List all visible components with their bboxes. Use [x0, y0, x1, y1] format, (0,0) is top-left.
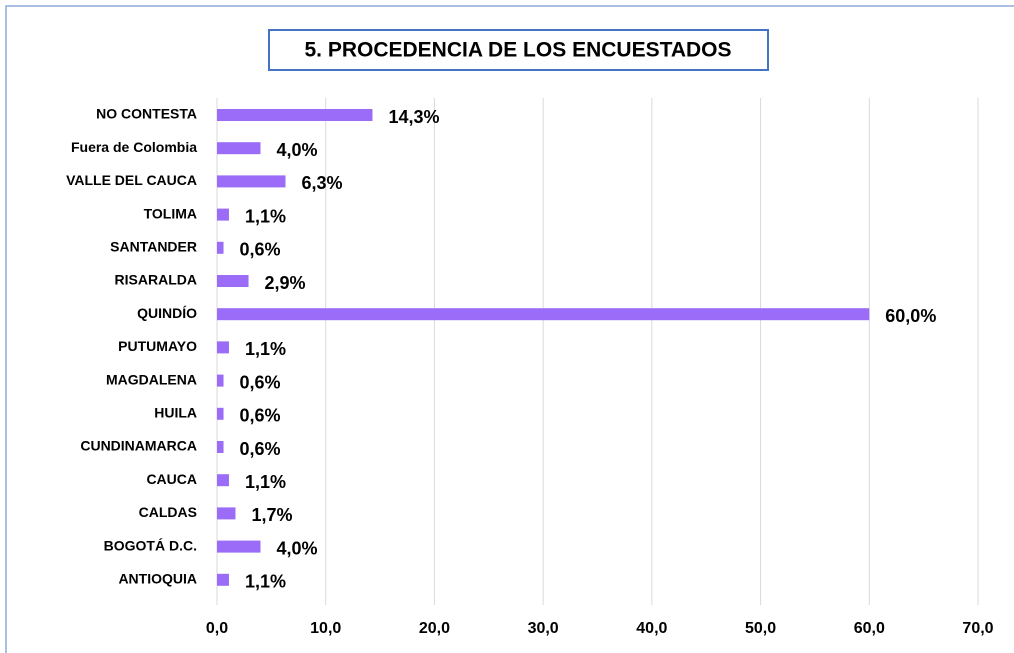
bar: [217, 573, 229, 586]
x-tick-label: 60,0: [854, 620, 885, 637]
bar: [217, 407, 224, 420]
bar: [217, 208, 229, 221]
y-tick-label: Fuera de Colombia: [71, 139, 197, 155]
value-label: 0,6%: [240, 439, 281, 459]
x-tick-label: 20,0: [419, 620, 450, 637]
y-tick-label: BOGOTÁ D.C.: [104, 537, 197, 553]
value-label: 0,6%: [240, 406, 281, 426]
bar: [217, 175, 286, 188]
bar: [217, 540, 261, 553]
value-label: 1,1%: [245, 472, 286, 492]
x-tick-label: 40,0: [636, 620, 667, 637]
value-label: 60,0%: [885, 306, 936, 326]
y-tick-label: PUTUMAYO: [118, 338, 197, 354]
bar: [217, 441, 224, 453]
x-tick-label: 0,0: [206, 620, 228, 637]
value-label: 1,1%: [245, 572, 286, 592]
x-tick-label: 30,0: [528, 620, 559, 637]
value-label: 0,6%: [240, 240, 281, 260]
y-tick-label: CUNDINAMARCA: [80, 438, 197, 454]
x-tick-label: 50,0: [745, 620, 776, 637]
y-tick-label: RISARALDA: [115, 272, 197, 288]
value-label: 14,3%: [388, 107, 439, 127]
bar: [217, 374, 224, 387]
value-label: 4,0%: [276, 538, 317, 558]
bar: [217, 142, 261, 155]
y-tick-label: MAGDALENA: [106, 371, 197, 387]
y-tick-label: CAUCA: [146, 471, 197, 487]
value-label: 1,1%: [245, 339, 286, 359]
y-tick-label: CALDAS: [139, 504, 197, 520]
title-box: [268, 29, 769, 71]
value-label: 1,1%: [245, 206, 286, 226]
y-tick-label: NO CONTESTA: [96, 106, 197, 122]
y-tick-label: SANTANDER: [110, 239, 197, 255]
bar: [217, 308, 870, 321]
bar: [217, 341, 229, 354]
bar: [217, 241, 224, 254]
y-tick-label: ANTIOQUIA: [118, 571, 197, 587]
bar: [217, 109, 373, 121]
bar: [217, 507, 236, 520]
value-label: 0,6%: [240, 372, 281, 392]
value-label: 1,7%: [251, 505, 292, 525]
y-tick-label: VALLE DEL CAUCA: [66, 172, 197, 188]
bar: [217, 275, 249, 287]
x-tick-label: 10,0: [310, 620, 341, 637]
chart-title: 5. PROCEDENCIA DE LOS ENCUESTADOS: [304, 39, 731, 62]
y-tick-label: TOLIMA: [144, 205, 197, 221]
y-tick-label: HUILA: [154, 405, 197, 421]
chart-border: [5, 5, 1014, 653]
y-tick-label: QUINDÍO: [137, 305, 197, 321]
bar: [217, 474, 229, 487]
x-tick-label: 70,0: [962, 620, 993, 637]
value-label: 2,9%: [265, 273, 306, 293]
value-label: 4,0%: [276, 140, 317, 160]
value-label: 6,3%: [301, 173, 342, 193]
